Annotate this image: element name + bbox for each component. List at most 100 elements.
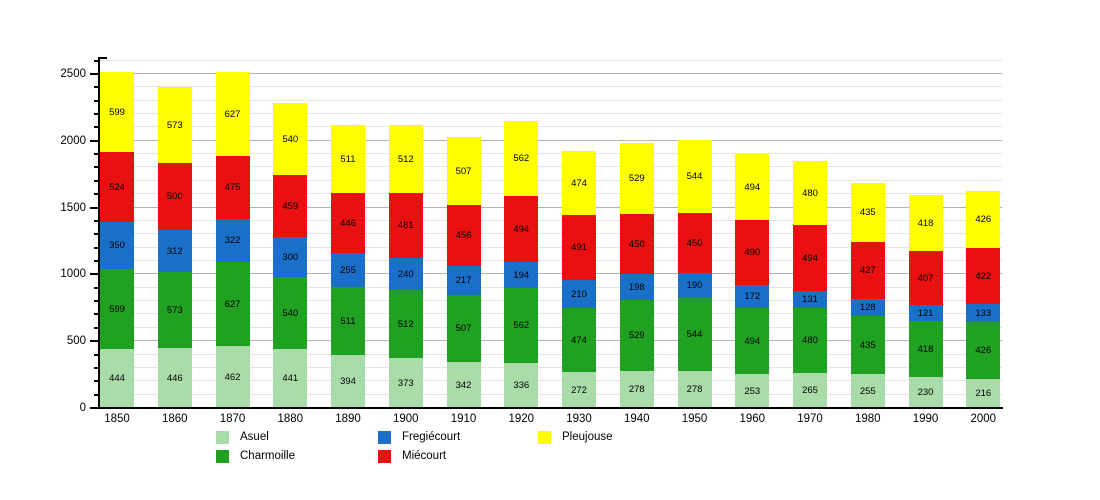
legend-item-miécourt: Miécourt (378, 447, 460, 465)
bar-value-label: 255 (340, 264, 356, 276)
y-axis-tick (94, 219, 98, 222)
bar-segment-miécourt: 494 (793, 225, 827, 291)
bar-segment-miécourt: 500 (157, 163, 192, 230)
bar-segment-charmoille: 511 (331, 287, 365, 355)
bar-segment-pleujouse: 426 (966, 191, 1001, 248)
x-tick-label: 1970 (797, 413, 823, 425)
bar-segment-pleujouse: 474 (562, 151, 596, 215)
bar-value-label: 230 (917, 387, 934, 398)
legend-label: Fregiécourt (402, 431, 461, 443)
bar-value-label: 217 (455, 275, 472, 286)
minor-gridline (100, 126, 1002, 128)
bar-1930: 272 474 210 491 474 (562, 151, 596, 408)
bar-segment-pleujouse: 573 (157, 87, 192, 163)
bar-value-label: 216 (975, 388, 992, 399)
bar-value-label: 441 (282, 373, 299, 384)
bar-segment-miécourt: 450 (677, 213, 712, 273)
bar-segment-fregiécourt: 350 (100, 222, 134, 269)
bar-value-label: 278 (686, 384, 703, 395)
bar-segment-charmoille: 512 (388, 290, 423, 358)
legend-column: Fregiécourt Miécourt (378, 428, 460, 466)
x-axis (98, 407, 1003, 409)
bar-value-label: 446 (166, 372, 183, 384)
bar-value-label: 512 (397, 318, 414, 330)
bar-value-label: 480 (802, 187, 818, 199)
bar-segment-pleujouse: 507 (446, 137, 481, 205)
y-tick-label: 1000 (60, 268, 86, 281)
legend-swatch (538, 430, 551, 444)
x-tick-label: 1980 (854, 413, 881, 425)
legend-item-pleujouse: Pleujouse (538, 428, 613, 446)
y-axis-tick (94, 380, 98, 383)
bar-value-label: 300 (282, 251, 299, 263)
x-tick-label: 1930 (566, 413, 592, 425)
bar-segment-pleujouse: 511 (331, 125, 365, 193)
bar-segment-pleujouse: 562 (504, 121, 539, 196)
bar-segment-asuel: 441 (273, 349, 308, 408)
bar-value-label: 494 (802, 252, 818, 264)
bar-value-label: 562 (513, 320, 530, 331)
bar-segment-asuel: 216 (966, 379, 1001, 408)
y-axis-tick (94, 313, 98, 316)
minor-gridline (100, 260, 1002, 261)
bar-segment-fregiécourt: 322 (215, 219, 250, 262)
bar-value-label: 133 (975, 307, 992, 319)
bar-segment-asuel: 394 (331, 355, 365, 408)
y-axis-tick (90, 139, 98, 142)
bar-segment-pleujouse: 599 (100, 72, 134, 152)
bar-segment-fregiécourt: 131 (793, 291, 827, 308)
bar-segment-charmoille: 573 (157, 272, 192, 348)
bar-value-label: 446 (340, 217, 356, 229)
bar-value-label: 435 (859, 207, 876, 218)
y-axis-tick (94, 326, 98, 329)
bar-value-label: 474 (571, 177, 587, 189)
minor-gridline (100, 153, 1002, 155)
bar-value-label: 474 (571, 334, 587, 346)
bar-value-label: 490 (744, 247, 761, 258)
bar-value-label: 198 (628, 281, 645, 293)
bar-value-label: 511 (340, 153, 356, 165)
y-tick-label: 1500 (60, 201, 86, 214)
minor-gridline (100, 113, 1002, 114)
bar-value-label: 407 (917, 272, 934, 284)
bar-segment-asuel: 446 (157, 348, 192, 408)
y-axis-tick (90, 273, 98, 276)
bar-segment-miécourt: 446 (331, 193, 365, 253)
minor-gridline (100, 286, 1002, 288)
bar-value-label: 121 (917, 307, 934, 319)
y-tick-label: 0 (79, 402, 86, 414)
y-axis-tick (94, 366, 98, 369)
bar-value-label: 540 (282, 307, 299, 319)
y-axis-tick (94, 86, 98, 89)
bar-segment-pleujouse: 435 (850, 183, 885, 242)
bar-segment-fregiécourt: 190 (677, 273, 712, 298)
bar-1950: 278 544 190 450 544 (677, 140, 712, 408)
legend-label: Asuel (240, 431, 269, 443)
bar-value-label: 529 (628, 330, 645, 341)
bar-2000: 216 426 133 422 426 (966, 191, 1001, 408)
bar-segment-asuel: 373 (388, 358, 423, 408)
y-axis-tick (94, 233, 98, 236)
bar-value-label: 450 (628, 238, 645, 250)
bar-segment-fregiécourt: 172 (735, 285, 770, 308)
minor-gridline (100, 393, 1002, 395)
bar-segment-charmoille: 507 (446, 295, 481, 362)
bar-value-label: 540 (282, 133, 299, 145)
legend-column: Pleujouse (538, 428, 613, 447)
bar-value-label: 456 (455, 230, 472, 241)
bar-segment-charmoille: 435 (850, 316, 885, 374)
bar-segment-asuel: 336 (504, 363, 539, 408)
y-axis-tick (94, 286, 98, 289)
bar-segment-charmoille: 540 (273, 277, 308, 349)
bar-segment-fregiécourt: 194 (504, 262, 539, 288)
bar-segment-asuel: 255 (850, 374, 885, 408)
bar-segment-miécourt: 422 (966, 248, 1001, 304)
bar-value-label: 450 (686, 237, 703, 249)
bar-value-label: 475 (224, 182, 241, 193)
y-axis-tick (94, 112, 98, 115)
minor-gridline (100, 179, 1002, 181)
bar-1860: 446 573 312 500 573 (157, 87, 192, 408)
bar-value-label: 194 (513, 269, 530, 281)
bar-segment-charmoille: 562 (504, 288, 539, 363)
